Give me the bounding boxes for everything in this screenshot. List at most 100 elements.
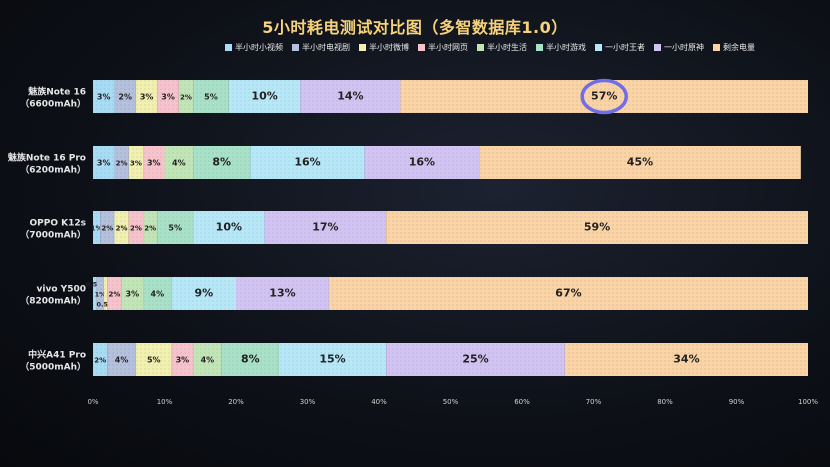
data-label: 3% [176,356,190,365]
x-tick-label: 60% [514,398,530,406]
legend-label: 半小时小视频 [235,43,283,52]
legend-item: 半小时电视剧 [292,42,350,53]
bar-segment-texture [100,211,115,244]
data-label: 3% [97,159,111,168]
bar-segment-texture [114,80,136,113]
category-label: vivo Y500 [37,285,86,295]
legend-swatch [359,44,366,51]
data-label: 2% [116,160,128,168]
bar-segment-texture [193,211,265,244]
bar-segment-texture [93,343,108,376]
bar-segment-texture [386,211,808,244]
data-label: 3% [147,159,161,168]
data-label: 5% [147,356,161,365]
bar-segment-texture [479,146,801,179]
legend-label: 剩余电量 [723,43,755,52]
bar-segment-texture [114,211,129,244]
data-label: 67% [555,287,581,300]
x-tick-label: 50% [443,398,459,406]
legend-label: 半小时微博 [369,43,409,52]
data-label: 5% [168,224,182,233]
data-label: 3% [97,93,111,102]
data-label: 9% [194,287,213,300]
bar-segment-texture [328,277,808,310]
data-label: 10% [216,221,242,234]
data-label: 4% [172,159,186,168]
y-axis-labels: 魅族Note 16（6600mAh） 魅族Note 16 Pro（6200mAh）… [8,86,86,373]
bar-segment-texture [128,146,144,179]
category-label: 魅族Note 16 Pro [8,152,86,164]
data-label: 10% [251,90,277,103]
bar-segment-texture [300,80,401,113]
bar-segment-texture [157,211,194,244]
bar-segment-texture [143,211,158,244]
data-label: 14% [337,90,363,103]
data-label: 2% [94,357,106,365]
data-label: 0.5% [96,301,115,309]
bar-segment-texture [93,277,97,310]
data-label: 3% [126,290,140,299]
bar-segment-texture [400,80,808,113]
data-label: 16% [294,156,320,169]
bar-segment-texture [114,146,129,179]
chart-title: 5小时耗电测试对比图（多智数据库1.0） [262,18,568,37]
data-label: 13% [269,287,295,300]
bar-segment-texture [264,211,387,244]
legend-item: 半小时生活 [477,42,527,53]
data-label: 17% [312,221,338,234]
bar-segment-texture [107,277,122,310]
legend-label: 半小时网页 [428,43,468,52]
bar-segment-texture [278,343,387,376]
legend-label: 半小时游戏 [546,43,586,52]
data-label: 25% [462,353,488,366]
legend-swatch [225,44,232,51]
x-axis: 0% 10% 20% 30% 40% 50% 60% 70% 80% 90% 100% [87,398,818,406]
bar-segment-texture [193,80,229,113]
legend-item: 半小时微博 [359,42,409,53]
legend-swatch [536,44,543,51]
legend-swatch [654,44,661,51]
data-label: 59% [584,221,610,234]
bar-segment-texture [157,80,179,113]
legend-swatch [292,44,299,51]
legend-item: 半小时网页 [418,42,468,53]
highlight-circle [580,78,628,115]
legend-item: 一小时王者 [595,42,645,53]
data-label: 8% [212,156,231,169]
legend-label: 半小时电视剧 [302,43,350,52]
bar-segment-texture [250,146,365,179]
legend-swatch [418,44,425,51]
bar-segment-texture [228,80,301,113]
bar-segment-texture [121,277,144,310]
data-label: 34% [673,353,699,366]
x-tick-label: 10% [157,398,173,406]
legend-item: 一小时原神 [654,42,704,53]
bar-segment-texture [564,343,808,376]
data-label: 2% [130,225,142,233]
bar-segment-texture [164,146,194,179]
legend-swatch [595,44,602,51]
legend-item: 剩余电量 [713,42,755,53]
legend: 半小时小视频 半小时电视剧 半小时微博 半小时网页 半小时生活 半小时游戏 一小时王者 一小时… [180,42,800,53]
bars-group: 3% 2% 3% 3% 2% 5% 10% 14% 57%3% 2% 3% 3% 4% 8% 16% 16% 4… [86,78,808,376]
category-label: （7000mAh） [20,230,86,241]
data-label: 3% [161,93,175,102]
data-label: 2% [144,225,156,233]
data-label: 2% [118,93,132,102]
x-tick-label: 90% [729,398,745,406]
category-label: OPPO K12s [30,219,86,229]
bar-segment-texture [128,211,144,244]
bar-segment-texture [171,343,194,376]
x-tick-label: 30% [300,398,316,406]
data-label: 16% [409,156,435,169]
x-tick-label: 80% [657,398,673,406]
bar-segment-texture [143,277,172,310]
x-tick-label: 40% [371,398,387,406]
data-label: 2% [116,225,128,233]
legend-label: 一小时原神 [664,43,704,52]
legend-label: 一小时王者 [605,43,645,52]
legend-item: 半小时游戏 [536,42,586,53]
data-label: 1% [91,225,103,233]
data-label: 45% [627,156,653,169]
